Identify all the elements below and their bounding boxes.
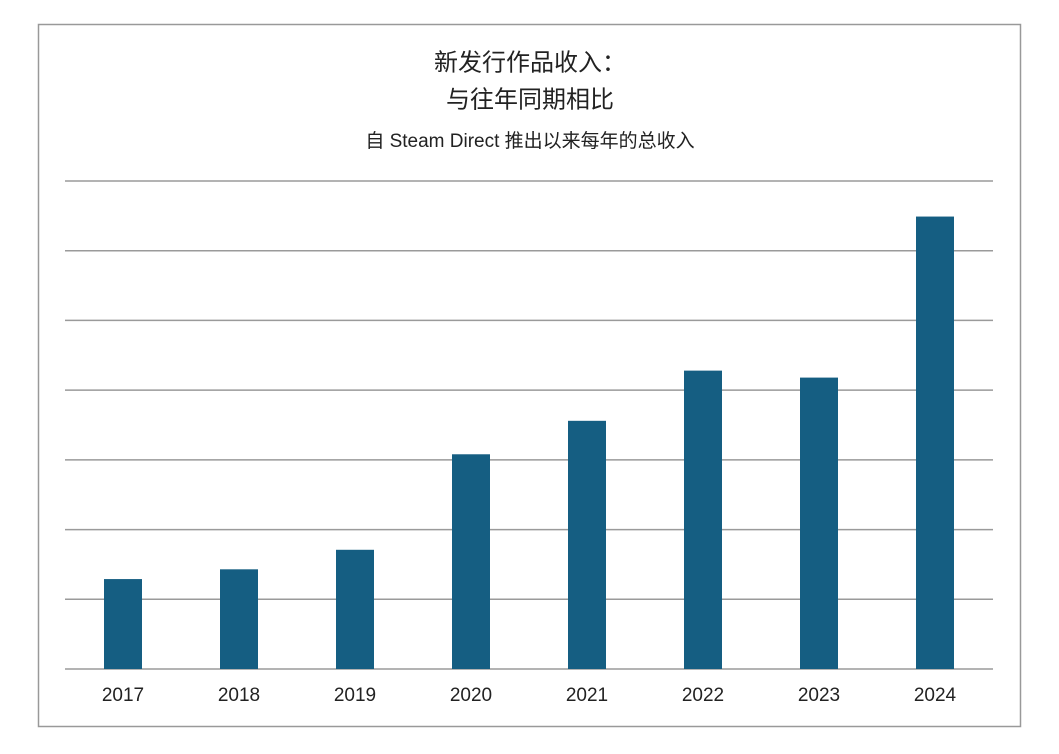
chart-subtitle: 自 Steam Direct 推出以来每年的总收入 (365, 130, 694, 152)
x-tick-label: 2023 (798, 685, 840, 706)
x-tick-label: 2017 (102, 685, 144, 706)
bar (220, 569, 258, 669)
chart-title: 新发行作品收入： (434, 49, 626, 76)
bar (800, 377, 838, 669)
x-tick-label: 2024 (914, 685, 957, 706)
bar (104, 579, 142, 669)
x-tick-label: 2018 (218, 685, 260, 706)
bar (336, 549, 374, 669)
x-tick-label: 2020 (450, 685, 492, 706)
bar (684, 370, 722, 669)
bar (452, 454, 490, 669)
chart-title: 与往年同期相比 (446, 86, 614, 113)
bar (568, 420, 606, 669)
x-tick-label: 2019 (334, 685, 376, 706)
x-tick-label: 2022 (682, 685, 724, 706)
chart-frame (37, 23, 1022, 728)
x-tick-label: 2021 (566, 685, 608, 706)
bar (916, 216, 954, 669)
